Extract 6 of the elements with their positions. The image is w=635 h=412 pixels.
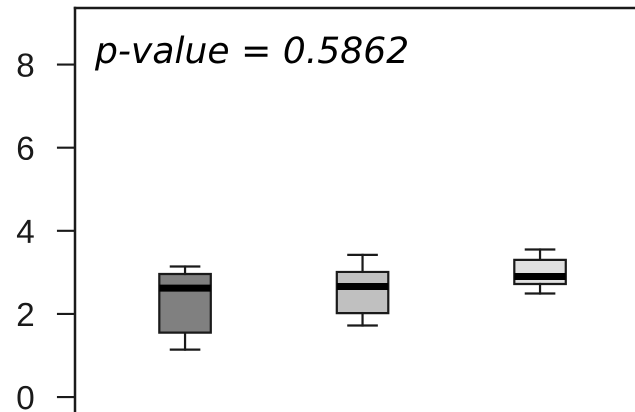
y-tick-label: 2 bbox=[18, 302, 34, 326]
annotation: p-value = 0.5862 bbox=[94, 36, 407, 71]
y-tick-label: 4 bbox=[16, 220, 34, 243]
y-tick-label: 6 bbox=[18, 136, 34, 160]
y-tick-label: 8 bbox=[18, 53, 34, 77]
y-tick-label: 0 bbox=[17, 386, 34, 410]
